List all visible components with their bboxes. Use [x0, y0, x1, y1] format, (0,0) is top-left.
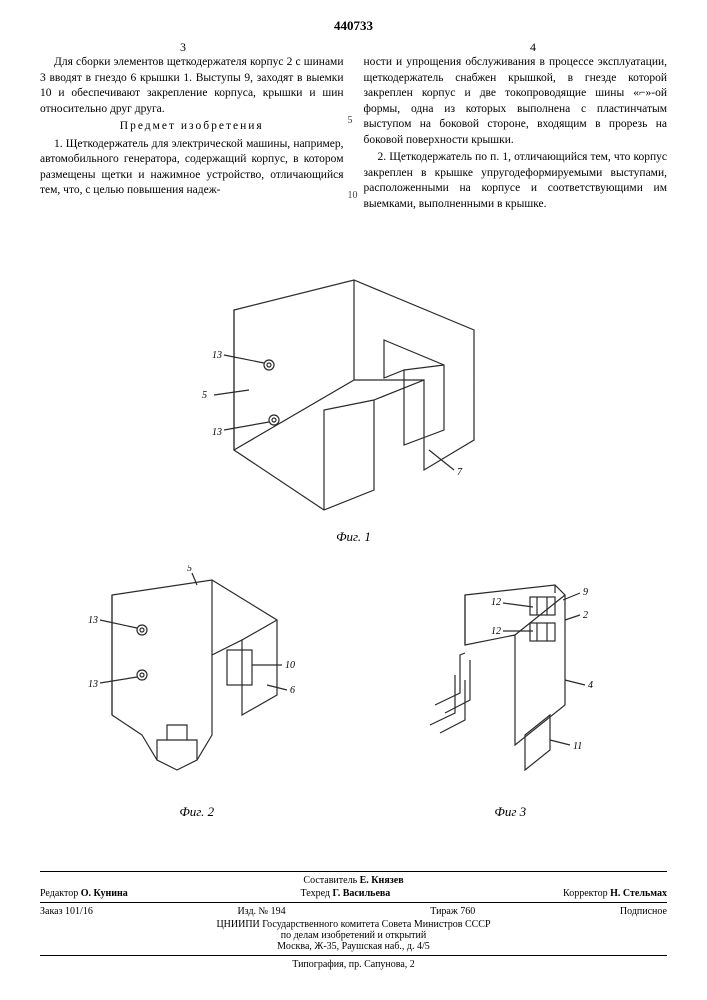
fig2-ref-10: 10: [285, 660, 295, 671]
footer-org2: по делам изобретений и открытий: [40, 930, 667, 941]
fig3-ref-12a: 12: [491, 597, 501, 608]
footer: Составитель Е. Князев Редактор О. Кунина…: [40, 868, 667, 970]
editor-label: Редактор: [40, 888, 78, 899]
footer-order: Заказ 101/16: [40, 906, 93, 917]
fig3-ref-12b: 12: [491, 626, 501, 637]
figure-2: 13 13 5 10 6 Фиг. 2: [82, 565, 312, 820]
col-number-left: 3: [180, 40, 186, 55]
techred-label: Техред: [301, 888, 330, 899]
figure-row: 13 13 5 10 6 Фиг. 2: [40, 565, 667, 820]
fig3-caption: Фиг 3: [395, 804, 625, 820]
fig1-ref-13a: 13: [212, 350, 222, 361]
compiler-name: Е. Князев: [360, 875, 404, 886]
figure-1: 13 13 5 7 Фиг. 1: [40, 270, 667, 545]
left-column: Для сборки элементов щеткодержателя корп…: [40, 55, 344, 214]
fig3-ref-2: 2: [583, 610, 588, 621]
figures-area: 13 13 5 7 Фиг. 1: [40, 270, 667, 820]
fig2-caption: Фиг. 2: [82, 804, 312, 820]
footer-org1: ЦНИИПИ Государственного комитета Совета …: [40, 919, 667, 930]
figure-3: 9 2 12 12 4 11 Фиг 3: [395, 565, 625, 820]
fig3-ref-11: 11: [573, 741, 582, 752]
footer-corrector: Корректор Н. Стельмах: [563, 888, 667, 899]
footer-izd: Изд. № 194: [237, 906, 285, 917]
corrector-label: Корректор: [563, 888, 608, 899]
footer-typo: Типография, пр. Сапунова, 2: [40, 959, 667, 970]
footer-subscription: Подписное: [620, 906, 667, 917]
fig2-ref-5: 5: [187, 565, 192, 574]
fig2-ref-6: 6: [290, 685, 295, 696]
editor-name: О. Кунина: [81, 888, 128, 899]
left-p2: 1. Щеткодержатель для электрической маши…: [40, 137, 344, 199]
fig3-ref-9: 9: [583, 587, 588, 598]
fig2-ref-13a: 13: [88, 615, 98, 626]
section-title: Предмет изобретения: [40, 119, 344, 135]
footer-addr: Москва, Ж-35, Раушская наб., д. 4/5: [40, 941, 667, 952]
footer-techred: Техред Г. Васильева: [301, 888, 391, 899]
fig1-ref-7: 7: [457, 467, 463, 478]
fig1-svg: 13 13 5 7: [174, 270, 534, 520]
col-number-right: 4: [530, 40, 536, 55]
fig2-ref-13b: 13: [88, 679, 98, 690]
footer-tirazh: Тираж 760: [430, 906, 475, 917]
footer-compiler: Составитель Е. Князев: [40, 875, 667, 886]
right-p1: ности и упрощения обслуживания в процесс…: [364, 55, 668, 148]
fig2-svg: 13 13 5 10 6: [82, 565, 312, 795]
fig3-ref-4: 4: [588, 680, 593, 691]
corrector-name: Н. Стельмах: [610, 888, 667, 899]
fig1-ref-5: 5: [202, 390, 207, 401]
fig3-svg: 9 2 12 12 4 11: [395, 565, 625, 795]
right-column: ности и упрощения обслуживания в процесс…: [364, 55, 668, 214]
footer-editor: Редактор О. Кунина: [40, 888, 128, 899]
patent-number: 440733: [334, 18, 373, 34]
right-p2: 2. Щеткодержатель по п. 1, отличающийся …: [364, 150, 668, 212]
fig1-ref-13b: 13: [212, 427, 222, 438]
compiler-label: Составитель: [303, 875, 357, 886]
techred-name: Г. Васильева: [332, 888, 390, 899]
left-p1: Для сборки элементов щеткодержателя корп…: [40, 55, 344, 117]
fig1-caption: Фиг. 1: [40, 529, 667, 545]
text-columns: Для сборки элементов щеткодержателя корп…: [40, 55, 667, 214]
